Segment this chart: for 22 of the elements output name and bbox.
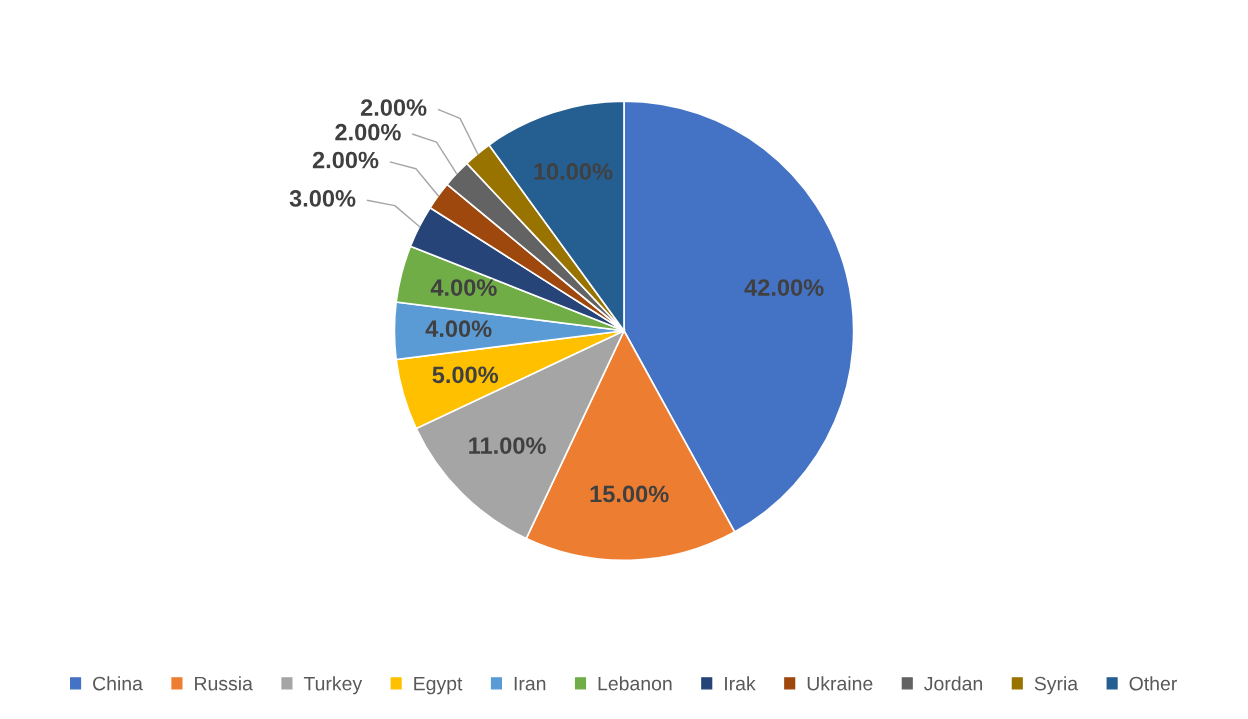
legend-label: Iran [514,676,546,691]
data-label: 3.00% [289,190,356,207]
data-label: 2.00% [312,151,379,169]
data-label: 5.00% [432,366,499,384]
data-label: 15.00% [590,485,669,503]
legend-label: Turkey [303,676,363,695]
data-label: 2.00% [335,123,401,141]
data-label: 10.00% [534,163,613,180]
data-label: 2.00% [360,99,427,116]
data-label: 4.00% [425,320,492,338]
legend-label: Lebanon [598,676,672,691]
data-label: 11.00% [469,437,546,454]
legend-label: Irak [725,676,756,691]
data-label: 42.00% [744,279,824,296]
legend-label: Russia [195,676,253,691]
legend-label: Egypt [414,676,463,695]
legend-label: Jordan [924,676,982,691]
legend-label: Other [1129,676,1177,691]
legend-label: Ukraine [807,676,873,691]
legend-label: China [93,676,143,691]
data-label: 4.00% [430,279,497,296]
legend-label: Syria [1034,676,1079,695]
